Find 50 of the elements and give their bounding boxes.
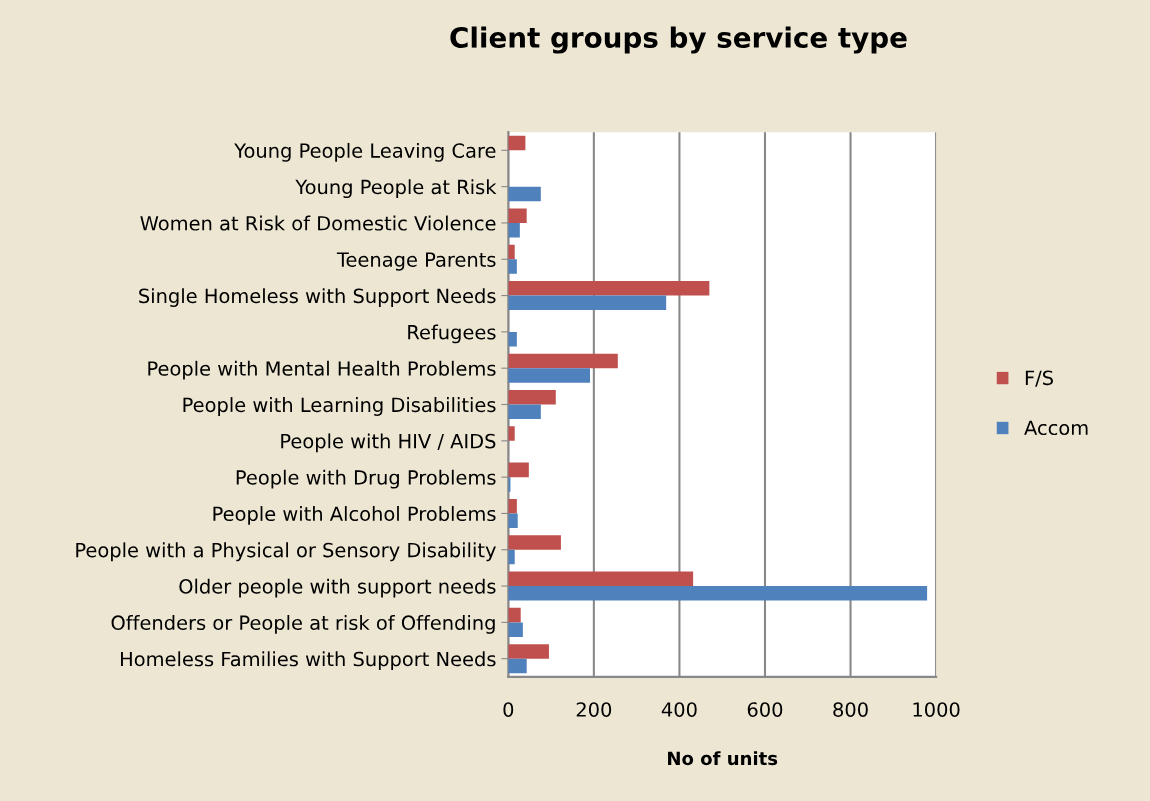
bar [508,535,561,550]
x-axis-title: No of units [668,751,778,766]
bar [508,404,541,420]
x-tick-label: 200 [576,702,612,717]
bar [508,353,618,369]
y-tick-label: People with Learning Disabilities [183,397,496,416]
x-tick-label: 600 [747,702,783,717]
y-tick-label: Women at Risk of Domestic Violence [140,215,496,231]
bar [508,586,928,601]
bar [508,571,694,587]
y-tick-label: Older people with support needs [179,578,496,598]
y-tick-label: Offenders or People at risk of Offending [111,614,495,634]
y-tick-label: Single Homeless with Support Needs [139,288,496,307]
y-tick-label: Young People Leaving Care [234,142,496,162]
bar [508,208,527,223]
bar [508,658,527,674]
y-tick-label: Homeless Families with Support Needs [121,651,496,671]
bar [508,135,526,151]
bar [508,607,521,623]
bar [508,281,710,296]
x-tick-label: 800 [833,702,868,717]
bar [508,426,515,441]
y-tick-label: Young People at Risk [295,179,497,199]
bar [508,331,517,347]
y-tick-label: People with HIV / AIDS [281,433,496,453]
bar [508,368,591,383]
legend-label: Accom [1024,420,1088,436]
bar [508,244,515,260]
bar [508,498,517,514]
bar [508,622,523,637]
x-tick-label: 1000 [913,702,960,717]
bar [508,259,517,274]
x-tick-label: 400 [661,702,697,717]
bar [508,644,549,659]
bar [508,462,529,478]
y-tick-label: Teenage Parents [336,252,496,271]
y-tick-label: Refugees [408,324,496,344]
y-tick-label: People with a Physical or Sensory Disability [76,542,496,562]
y-tick-label: People with Alcohol Problems [213,506,496,525]
bar [508,295,667,311]
bar [508,222,520,238]
x-tick-label: 0 [503,702,514,717]
legend-label: F/S [1025,370,1053,387]
bar [508,513,518,528]
bar [508,389,556,405]
bar [508,549,515,565]
bar [508,186,541,202]
chart-title: Client groups by service type [450,26,907,54]
y-tick-label: People with Drug Problems [236,469,496,489]
y-tick-label: People with Mental Health Problems [148,360,496,380]
